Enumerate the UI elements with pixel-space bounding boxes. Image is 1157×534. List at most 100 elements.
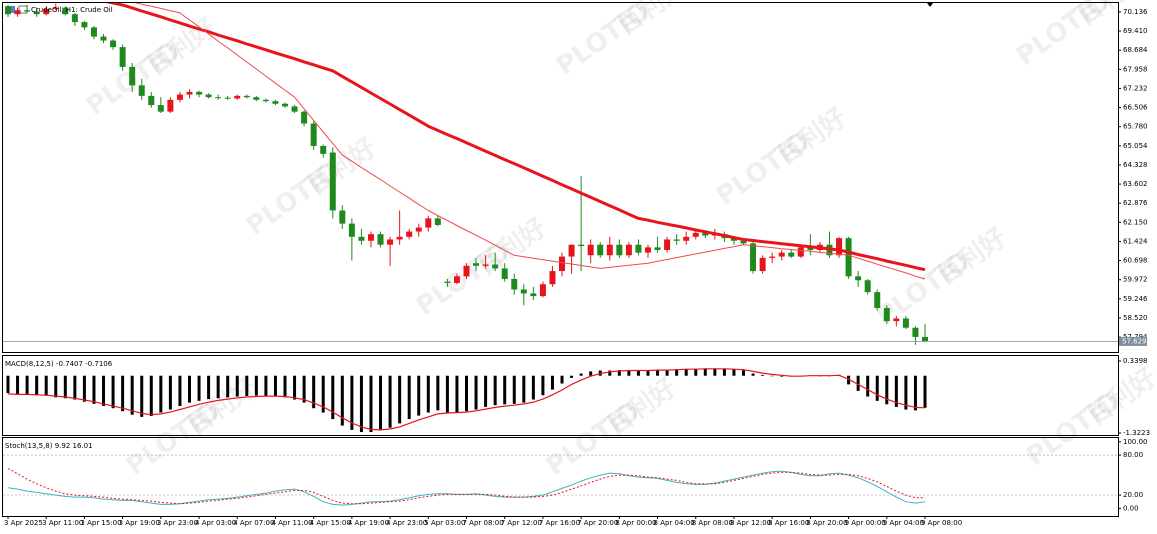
macd-bar <box>550 375 554 390</box>
plot-area <box>3 454 1117 506</box>
y-tick-label: 20.00 <box>1123 491 1143 499</box>
macd-bar <box>579 373 583 376</box>
macd-bar <box>197 375 201 401</box>
macd-bar <box>684 369 688 376</box>
y-tick-label: 62.876 <box>1123 199 1148 207</box>
candle-body <box>243 95 250 98</box>
candle-body <box>52 7 59 9</box>
macd-bar <box>207 375 211 400</box>
macd-bar <box>111 375 115 409</box>
macd-bar <box>465 375 468 412</box>
y-tick-label: 65.780 <box>1123 123 1148 131</box>
last-price-label: 57.629 <box>1122 337 1147 345</box>
y-tick-label: 64.328 <box>1123 161 1148 169</box>
candle-body <box>702 232 709 236</box>
x-tick-label: 7 Apr 12:00 <box>501 519 542 527</box>
x-tick-label: 7 Apr 20:00 <box>577 519 618 527</box>
candle-body <box>339 210 346 224</box>
macd-bar <box>6 375 10 394</box>
candle-body <box>836 238 843 256</box>
candle-body <box>845 238 852 277</box>
candle-body <box>635 244 642 253</box>
macd-bar <box>264 375 268 396</box>
candle-body <box>262 99 269 102</box>
candle-body <box>568 244 575 257</box>
macd-bar <box>102 375 106 407</box>
macd-bar <box>894 375 898 407</box>
macd-bar <box>398 375 402 424</box>
candle-body <box>463 265 470 277</box>
macd-bar <box>522 375 526 403</box>
candle-body <box>473 263 480 266</box>
candle-body <box>549 271 556 285</box>
macd-bar <box>713 368 717 376</box>
y-tick-label: 69.410 <box>1123 27 1148 35</box>
candle-body <box>864 280 871 293</box>
candle-body <box>167 99 174 112</box>
x-tick-label: 9 Apr 04:00 <box>883 519 924 527</box>
candle-body <box>539 284 546 297</box>
macd-bar <box>350 375 354 430</box>
macd-bar <box>512 375 516 404</box>
x-tick-label: 8 Apr 16:00 <box>768 519 809 527</box>
macd-bar <box>589 371 593 376</box>
candle-body <box>358 236 365 241</box>
macd-bar <box>130 375 134 415</box>
macd-bar <box>407 375 411 420</box>
x-tick-label: 3 Apr 19:00 <box>119 519 160 527</box>
candle-body <box>730 238 737 241</box>
candle-body <box>778 252 785 257</box>
macd-bar <box>742 370 746 376</box>
macd-bar <box>570 375 574 378</box>
x-tick-label: 8 Apr 04:00 <box>654 519 695 527</box>
stoch-signal <box>7 467 925 505</box>
candle-body <box>71 14 78 23</box>
y-tick-label: 0.00 <box>1123 504 1139 512</box>
candle-body <box>415 227 422 232</box>
macd-bar <box>732 369 736 376</box>
macd-bar <box>426 375 430 413</box>
macd-bar <box>149 375 153 417</box>
candle-body <box>129 66 136 86</box>
y-tick-label: 61.424 <box>1123 237 1148 245</box>
x-tick-label: 4 Apr 11:00 <box>271 519 312 527</box>
candle-body <box>310 123 317 146</box>
macd-signal <box>7 368 926 431</box>
x-tick-label: 5 Apr 03:00 <box>424 519 465 527</box>
macd-bar <box>856 375 860 391</box>
candle-body <box>176 94 183 100</box>
macd-bar <box>16 375 20 394</box>
candle-body <box>797 247 804 257</box>
x-tick-label: 4 Apr 23:00 <box>386 519 427 527</box>
candle-body <box>578 244 585 247</box>
macd-bar <box>923 375 927 408</box>
candle-body <box>24 10 31 12</box>
candle-body <box>406 231 413 237</box>
macd-bar <box>312 375 316 409</box>
macd-bar <box>273 375 277 397</box>
shift-marker <box>927 3 933 7</box>
candle-body <box>396 236 403 240</box>
candle-body <box>530 293 537 297</box>
x-tick-label: 8 Apr 20:00 <box>806 519 847 527</box>
price-pane <box>2 2 1119 353</box>
macd-bar <box>904 375 908 410</box>
x-tick-label: 8 Apr 00:00 <box>615 519 656 527</box>
macd-bar <box>885 375 889 405</box>
macd-bar <box>35 375 39 396</box>
macd-bar <box>216 375 220 399</box>
macd-bar <box>703 368 707 376</box>
y-tick-label: 59.246 <box>1123 295 1148 303</box>
candle-body <box>559 256 566 272</box>
candle-body <box>282 103 289 107</box>
macd-bar <box>82 375 86 402</box>
x-tick-label: 4 Apr 15:00 <box>310 519 351 527</box>
macd-bar <box>417 375 421 416</box>
x-tick-label: 3 Apr 23:00 <box>157 519 198 527</box>
macd-bar <box>531 375 535 400</box>
candle-body <box>606 244 613 256</box>
candle-body <box>750 243 757 272</box>
macd-bar <box>359 375 363 433</box>
macd-bar <box>455 375 459 413</box>
candle-body <box>855 276 862 281</box>
